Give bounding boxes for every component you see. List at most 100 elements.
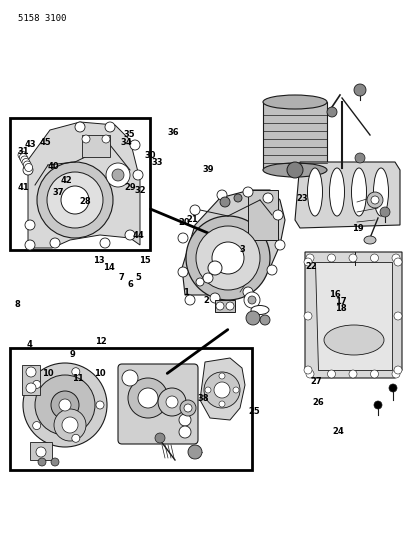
Circle shape xyxy=(328,370,335,378)
Circle shape xyxy=(349,370,357,378)
Circle shape xyxy=(178,233,188,243)
Bar xyxy=(82,135,110,157)
Circle shape xyxy=(51,458,59,466)
Circle shape xyxy=(306,254,314,262)
Circle shape xyxy=(354,84,366,96)
Ellipse shape xyxy=(263,163,327,177)
Text: 8: 8 xyxy=(14,301,20,309)
Text: 25: 25 xyxy=(248,407,259,416)
Text: 16: 16 xyxy=(330,290,341,299)
Circle shape xyxy=(130,140,140,150)
Circle shape xyxy=(263,193,273,203)
FancyBboxPatch shape xyxy=(118,364,198,444)
Text: 42: 42 xyxy=(60,176,72,184)
Circle shape xyxy=(51,391,79,419)
Circle shape xyxy=(35,375,95,435)
Circle shape xyxy=(19,154,27,161)
Circle shape xyxy=(26,367,36,377)
Circle shape xyxy=(158,388,186,416)
Text: 39: 39 xyxy=(202,165,214,174)
Circle shape xyxy=(23,165,33,175)
Text: 10: 10 xyxy=(94,369,106,377)
Circle shape xyxy=(178,267,188,277)
Polygon shape xyxy=(28,122,140,248)
Circle shape xyxy=(38,458,46,466)
Text: 4: 4 xyxy=(27,341,32,349)
Circle shape xyxy=(25,220,35,230)
Polygon shape xyxy=(182,190,285,295)
Circle shape xyxy=(219,401,225,407)
Circle shape xyxy=(374,401,382,409)
Text: 32: 32 xyxy=(135,187,146,195)
Circle shape xyxy=(214,382,230,398)
Circle shape xyxy=(243,287,253,297)
Circle shape xyxy=(106,163,130,187)
Circle shape xyxy=(234,194,242,202)
Circle shape xyxy=(328,254,335,262)
Circle shape xyxy=(184,404,192,412)
Circle shape xyxy=(54,409,86,441)
Text: 9: 9 xyxy=(70,350,75,359)
Bar xyxy=(30,442,52,460)
Text: 21: 21 xyxy=(187,215,198,224)
Circle shape xyxy=(287,162,303,178)
Circle shape xyxy=(112,169,124,181)
Text: 41: 41 xyxy=(18,183,29,192)
Circle shape xyxy=(72,368,80,376)
Circle shape xyxy=(370,370,379,378)
Text: 27: 27 xyxy=(310,377,322,385)
Circle shape xyxy=(75,122,85,132)
Circle shape xyxy=(219,373,225,379)
Circle shape xyxy=(367,192,383,208)
Circle shape xyxy=(392,370,400,378)
Circle shape xyxy=(25,240,35,250)
Circle shape xyxy=(138,388,158,408)
Circle shape xyxy=(26,383,36,393)
Text: 17: 17 xyxy=(335,297,346,305)
Circle shape xyxy=(50,238,60,248)
Circle shape xyxy=(327,107,337,117)
Polygon shape xyxy=(200,358,245,420)
Circle shape xyxy=(190,205,200,215)
Circle shape xyxy=(185,295,195,305)
Circle shape xyxy=(18,151,26,159)
Circle shape xyxy=(267,265,277,275)
Circle shape xyxy=(248,296,256,304)
Circle shape xyxy=(59,399,71,411)
Text: 6: 6 xyxy=(128,280,133,288)
Text: 3: 3 xyxy=(240,245,246,254)
Circle shape xyxy=(125,230,135,240)
Polygon shape xyxy=(305,252,402,378)
Circle shape xyxy=(47,172,103,228)
Circle shape xyxy=(133,170,143,180)
Circle shape xyxy=(244,292,260,308)
Text: 23: 23 xyxy=(296,194,308,203)
Circle shape xyxy=(394,258,402,266)
Circle shape xyxy=(394,312,402,320)
Text: 37: 37 xyxy=(52,189,64,197)
Circle shape xyxy=(217,190,227,200)
Circle shape xyxy=(186,216,270,300)
Circle shape xyxy=(179,426,191,438)
Text: 29: 29 xyxy=(124,183,135,192)
Circle shape xyxy=(205,387,211,393)
Text: 18: 18 xyxy=(335,304,346,312)
Circle shape xyxy=(349,254,357,262)
Text: 36: 36 xyxy=(168,128,179,136)
Text: 10: 10 xyxy=(42,369,54,377)
Bar xyxy=(215,300,235,312)
Circle shape xyxy=(82,135,90,143)
Circle shape xyxy=(304,366,312,374)
Polygon shape xyxy=(248,190,278,240)
Circle shape xyxy=(304,258,312,266)
Circle shape xyxy=(24,164,33,172)
Ellipse shape xyxy=(251,305,269,314)
Circle shape xyxy=(392,254,400,262)
Circle shape xyxy=(96,401,104,409)
Circle shape xyxy=(389,384,397,392)
Text: 24: 24 xyxy=(333,427,344,436)
Circle shape xyxy=(210,293,220,303)
Circle shape xyxy=(22,158,30,166)
Circle shape xyxy=(394,366,402,374)
Bar xyxy=(10,348,252,470)
